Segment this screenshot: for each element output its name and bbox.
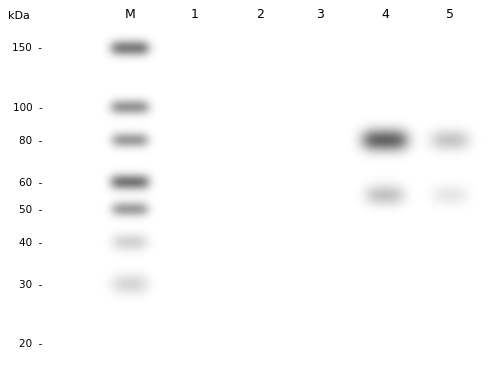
Text: 80  -: 80 - [19, 136, 42, 146]
Text: 50  -: 50 - [19, 205, 42, 215]
Text: 5: 5 [446, 8, 454, 21]
Text: 20  -: 20 - [19, 339, 42, 350]
Text: 3: 3 [316, 8, 324, 21]
Text: M: M [124, 8, 136, 21]
Text: kDa: kDa [8, 11, 30, 21]
Text: 100  -: 100 - [12, 103, 42, 113]
Text: 150  -: 150 - [12, 43, 42, 53]
Text: 40  -: 40 - [19, 237, 42, 248]
Text: 4: 4 [381, 8, 389, 21]
Text: 60  -: 60 - [19, 178, 42, 188]
Text: 1: 1 [191, 8, 199, 21]
Text: 2: 2 [256, 8, 264, 21]
Text: 30  -: 30 - [19, 280, 42, 290]
